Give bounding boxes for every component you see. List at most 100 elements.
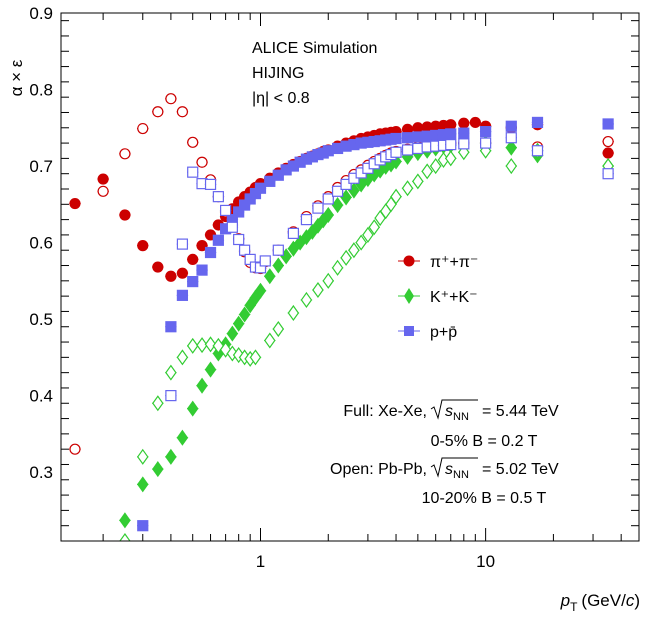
point-pion-pbpb — [165, 93, 177, 105]
point-proton-pbpb — [458, 138, 470, 150]
point-kaon-pbpb — [331, 259, 344, 276]
point-proton-xexe — [479, 126, 492, 138]
point-kaon-pbpb — [137, 448, 149, 465]
point-kaon-xexe — [238, 306, 251, 323]
open-centrality: 10-20% B = 0.5 T — [422, 490, 547, 507]
point-proton-xexe — [401, 132, 414, 144]
point-kaon-pbpb — [322, 272, 334, 289]
y-tick-label: 0.5 — [29, 310, 53, 329]
point-kaon-pbpb — [287, 304, 300, 321]
point-pion-xexe — [119, 209, 131, 221]
point-proton-pbpb — [531, 145, 544, 157]
annotation-hijing: HIJING — [252, 65, 304, 82]
y-tick-label: 0.6 — [29, 234, 53, 253]
point-kaon-xexe — [226, 325, 239, 342]
point-kaon-pbpb — [445, 150, 457, 167]
point-proton-xexe — [531, 116, 544, 129]
system-annotation: Full: Xe-Xe, sNN = 5.44 TeV 0-5% B = 0.2… — [330, 399, 559, 507]
point-kaon-pbpb — [212, 337, 225, 354]
point-kaon-xexe — [137, 476, 149, 493]
point-kaon-pbpb — [412, 173, 424, 190]
point-proton-xexe — [602, 118, 614, 130]
point-kaon-xexe — [272, 257, 285, 274]
point-kaon-pbpb — [165, 364, 177, 381]
point-kaon-pbpb — [401, 180, 414, 197]
legend-marker-proton — [404, 326, 414, 336]
point-pion-xexe — [97, 173, 109, 185]
point-kaon-xexe — [196, 377, 208, 394]
annotation-alice: ALICE Simulation — [252, 40, 377, 57]
y-tick-label: 0.8 — [29, 81, 53, 100]
y-tick-label: 0.4 — [29, 387, 53, 406]
point-proton-pbpb — [331, 185, 344, 197]
point-kaon-xexe — [322, 206, 334, 224]
point-proton-xexe — [187, 275, 199, 288]
point-proton-xexe — [176, 289, 189, 301]
point-kaon-xexe — [186, 400, 199, 417]
point-kaon-pbpb — [505, 158, 518, 175]
point-kaon-pbpb — [429, 158, 442, 175]
point-proton-pbpb — [479, 137, 492, 149]
point-pion-xexe — [445, 119, 457, 131]
point-proton-pbpb — [238, 244, 251, 256]
point-proton-pbpb — [445, 139, 457, 151]
point-proton-pbpb — [226, 221, 239, 233]
point-proton-xexe — [196, 264, 208, 276]
point-pion-pbpb — [187, 136, 199, 148]
annotation-eta: |η| < 0.8 — [252, 90, 310, 107]
point-proton-pbpb — [232, 233, 245, 246]
point-proton-pbpb — [272, 244, 285, 256]
x-tick-label: 1 — [256, 552, 265, 571]
open-energy: = 5.02 TeV — [482, 461, 559, 478]
point-proton-xexe — [264, 175, 276, 187]
point-pion-pbpb — [137, 122, 149, 135]
point-pion-xexe — [176, 267, 189, 279]
point-kaon-xexe — [176, 429, 189, 446]
point-proton-pbpb — [165, 390, 177, 402]
point-proton-pbpb — [322, 193, 334, 205]
point-proton-pbpb — [187, 166, 199, 178]
point-proton-xexe — [254, 182, 267, 194]
legend: π⁺+π⁻ K⁺+K⁻ p+p̄ — [398, 254, 478, 341]
point-kaon-pbpb — [340, 249, 352, 266]
point-proton-pbpb — [176, 238, 189, 250]
point-proton-xexe — [204, 246, 217, 259]
point-kaon-pbpb — [348, 242, 360, 259]
legend-label-kaon: K⁺+K⁻ — [430, 289, 478, 306]
full-energy: = 5.44 TeV — [482, 403, 559, 420]
point-pion-pbpb — [119, 148, 131, 160]
point-kaon-pbpb — [312, 281, 324, 299]
point-proton-xexe — [505, 120, 517, 132]
legend-label-pion: π⁺+π⁻ — [430, 254, 478, 271]
point-kaon-xexe — [244, 297, 256, 314]
y-tick-label: 0.3 — [29, 463, 53, 482]
point-pion-pbpb — [176, 106, 189, 118]
point-pion-xexe — [469, 116, 482, 129]
point-proton-xexe — [165, 321, 177, 333]
y-tick-label: 0.7 — [29, 157, 53, 176]
point-kaon-pbpb — [249, 349, 262, 366]
point-proton-xexe — [458, 127, 470, 139]
point-kaon-pbpb — [390, 188, 402, 205]
point-pion-xexe — [137, 240, 149, 252]
point-kaon-xexe — [165, 448, 177, 465]
x-axis-label: pT (GeV/c) — [560, 591, 640, 614]
point-proton-pbpb — [340, 178, 352, 191]
point-proton-pbpb — [401, 144, 414, 156]
legend-label-proton: p+p̄ — [430, 324, 457, 341]
y-axis-label: α × ε — [7, 59, 26, 96]
point-pion-xexe — [69, 197, 81, 210]
point-kaon-pbpb — [362, 226, 374, 243]
point-proton-xexe — [232, 206, 245, 218]
point-proton-pbpb — [300, 214, 313, 226]
full-label: Full: Xe-Xe, — [343, 403, 427, 420]
sqrt-sign-open — [430, 457, 478, 478]
point-kaon-xexe — [254, 282, 267, 299]
point-kaon-xexe — [152, 461, 164, 478]
point-proton-pbpb — [219, 204, 232, 217]
point-pion-xexe — [196, 240, 208, 252]
x-tick-label: 10 — [476, 552, 495, 571]
point-proton-pbpb — [287, 227, 300, 239]
point-pion-xexe — [458, 117, 470, 129]
